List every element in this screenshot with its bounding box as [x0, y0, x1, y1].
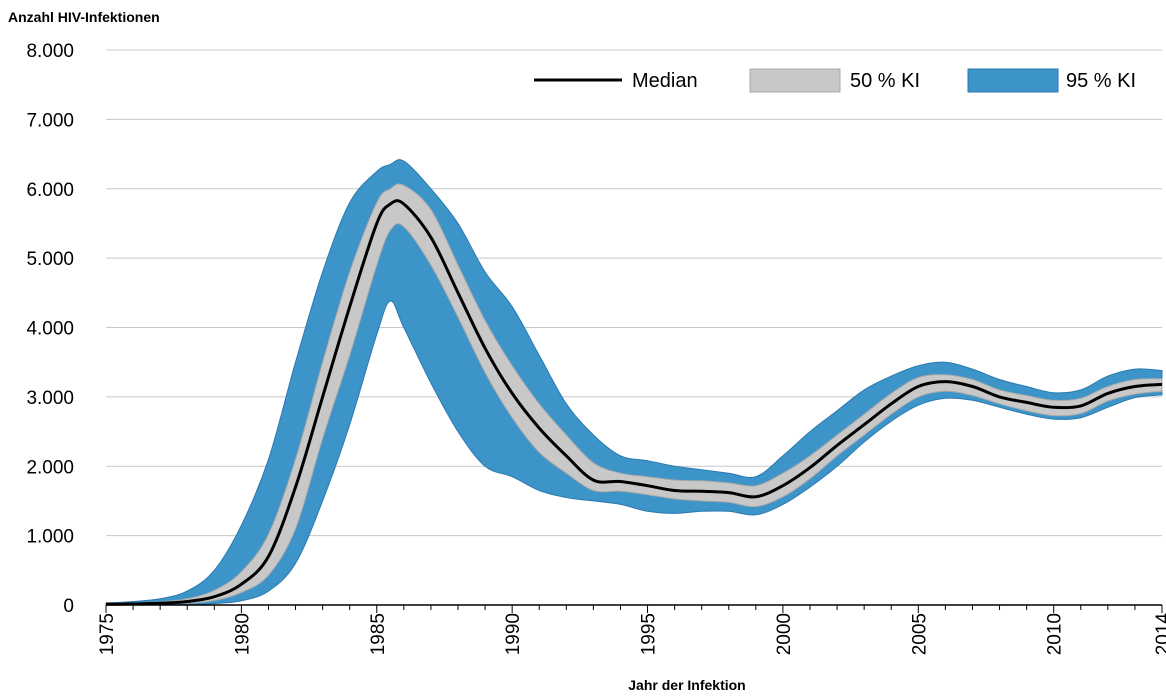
y-tick-label: 6.000	[26, 180, 74, 201]
x-tick-label: 2000	[774, 613, 795, 655]
plot-area	[105, 159, 1163, 606]
y-tick-label: 1.000	[26, 527, 74, 548]
x-axis: 1975 1980 1985 1990 1995 2000 2005 2010 2014	[97, 604, 1166, 656]
y-tick-label: 7.000	[26, 110, 74, 131]
y-tick-label: 4.000	[26, 319, 74, 340]
y-tick-label: 3.000	[26, 388, 74, 409]
legend-median-label: Median	[632, 70, 698, 92]
x-tick-label: 1995	[639, 613, 660, 655]
y-axis-label: Anzahl HIV-Infektionen	[8, 9, 160, 25]
x-axis-label: Jahr der Infektion	[628, 677, 745, 693]
legend-ci50-label: 50 % KI	[850, 70, 920, 92]
legend-ci95-label: 95 % KI	[1066, 70, 1136, 92]
x-tick-label: 1990	[503, 613, 524, 655]
legend: Median 50 % KI 95 % KI	[534, 68, 1136, 93]
y-tick-label: 8.000	[26, 41, 74, 62]
x-tick-label: 2010	[1045, 613, 1066, 655]
y-tick-label: 0	[63, 596, 74, 617]
x-tick-label: 1985	[368, 613, 389, 655]
x-tick-label: 1980	[232, 613, 253, 655]
y-tick-label: 2.000	[26, 457, 74, 478]
x-tick-label: 2005	[909, 613, 930, 655]
legend-ci50-swatch	[749, 68, 841, 93]
x-tick-label: 2014	[1153, 613, 1166, 656]
y-tick-label: 5.000	[26, 249, 74, 270]
ci50-band	[105, 183, 1163, 606]
ci95-band	[105, 159, 1163, 606]
y-tick-labels: 0 1.000 2.000 3.000 4.000 5.000 6.000 7.000 8.00…	[26, 41, 74, 617]
legend-ci95-swatch	[967, 68, 1059, 93]
x-tick-label: 1975	[97, 613, 118, 655]
median-line	[105, 199, 1163, 606]
